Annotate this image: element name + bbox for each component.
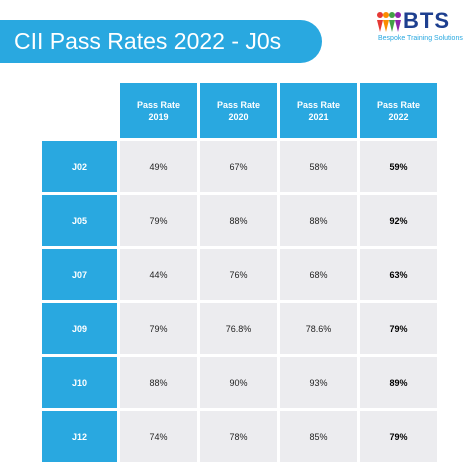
row-header: J02 bbox=[42, 141, 117, 192]
table-cell: 68% bbox=[280, 249, 357, 300]
row-header: J12 bbox=[42, 411, 117, 462]
title-banner: CII Pass Rates 2022 - J0s bbox=[0, 20, 322, 63]
table-cell: 88% bbox=[280, 195, 357, 246]
table-cell: 63% bbox=[360, 249, 437, 300]
row-header: J07 bbox=[42, 249, 117, 300]
table-cell: 89% bbox=[360, 357, 437, 408]
table-cell: 88% bbox=[120, 357, 197, 408]
table-cell: 90% bbox=[200, 357, 277, 408]
table-cell: 79% bbox=[120, 195, 197, 246]
column-header: Pass Rate 2020 bbox=[200, 83, 277, 138]
table-cell: 79% bbox=[120, 303, 197, 354]
table-cell: 79% bbox=[360, 303, 437, 354]
table-cell: 44% bbox=[120, 249, 197, 300]
table-cell: 67% bbox=[200, 141, 277, 192]
logo-text: BTS bbox=[403, 8, 450, 33]
logo-subtitle: Bespoke Training Solutions bbox=[378, 35, 463, 42]
table-cell: 78% bbox=[200, 411, 277, 462]
table-cell: 78.6% bbox=[280, 303, 357, 354]
table-cell: 58% bbox=[280, 141, 357, 192]
table-cell: 85% bbox=[280, 411, 357, 462]
row-header: J10 bbox=[42, 357, 117, 408]
table-cell: 88% bbox=[200, 195, 277, 246]
row-header: J05 bbox=[42, 195, 117, 246]
table-cell: 92% bbox=[360, 195, 437, 246]
column-header: Pass Rate 2019 bbox=[120, 83, 197, 138]
logo-icon bbox=[377, 12, 401, 32]
table-cell: 59% bbox=[360, 141, 437, 192]
table-cell: 76% bbox=[200, 249, 277, 300]
table-cell: 74% bbox=[120, 411, 197, 462]
table-cell: 93% bbox=[280, 357, 357, 408]
table-cell: 76.8% bbox=[200, 303, 277, 354]
row-header: J09 bbox=[42, 303, 117, 354]
column-header: Pass Rate 2021 bbox=[280, 83, 357, 138]
column-header: Pass Rate 2022 bbox=[360, 83, 437, 138]
table-cell: 79% bbox=[360, 411, 437, 462]
logo: BTS Bespoke Training Solutions bbox=[376, 8, 472, 48]
table-cell: 49% bbox=[120, 141, 197, 192]
